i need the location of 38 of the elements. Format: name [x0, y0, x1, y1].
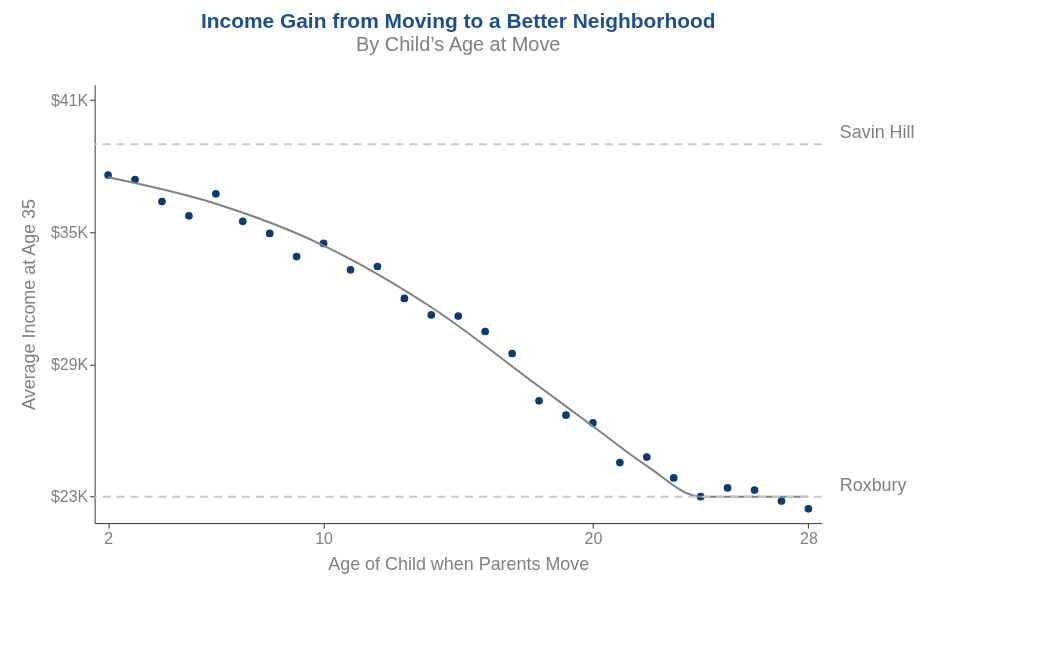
chart-title: Income Gain from Moving to a Better Neighborhood [200, 9, 716, 33]
point [481, 327, 490, 336]
point [723, 484, 732, 492]
point [185, 212, 193, 220]
point [642, 453, 651, 461]
point [238, 217, 247, 226]
point [535, 397, 543, 405]
point [104, 171, 112, 179]
x-tick-label: 28 [800, 529, 818, 547]
x-tick-label: 2 [104, 529, 114, 547]
x-axis-title: Age of Child when Parents Move [328, 554, 590, 575]
point [777, 497, 786, 505]
point [158, 197, 166, 206]
point [615, 458, 624, 467]
ref-line-label: Savin Hill [839, 122, 915, 143]
y-tick-label: $41K [50, 91, 89, 109]
y-tick-label: $23K [50, 488, 89, 506]
x-tick-label: 20 [584, 529, 603, 547]
point [373, 262, 382, 271]
point [508, 349, 516, 358]
point [562, 411, 570, 420]
point [750, 486, 759, 494]
point [292, 252, 301, 261]
y-tick-label: $35K [50, 223, 89, 241]
point [346, 265, 355, 274]
point [454, 312, 463, 320]
point [427, 311, 436, 319]
point [211, 189, 220, 198]
chart-subtitle: By Child’s Age at Move [356, 32, 561, 55]
point [669, 474, 678, 482]
x-tick-label: 10 [315, 529, 334, 547]
y-axis-title: Average Income at Age 35 [19, 198, 39, 410]
ref-line-label: Roxbury [839, 474, 907, 495]
point [400, 294, 409, 303]
point [804, 504, 813, 513]
y-tick-label: $29K [50, 356, 89, 374]
point [131, 175, 139, 184]
point [265, 229, 274, 238]
